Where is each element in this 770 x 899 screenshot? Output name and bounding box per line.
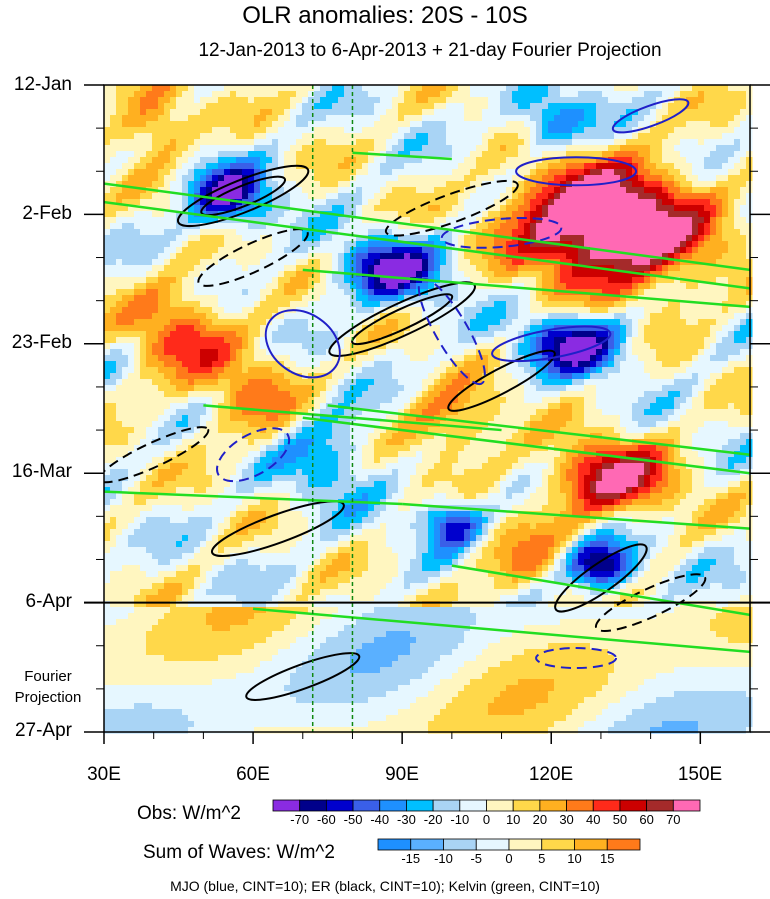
obs-legend-level: -30 (397, 812, 416, 827)
chart-subtitle: 12-Jan-2013 to 6-Apr-2013 + 21-day Fouri… (198, 40, 662, 61)
x-tick-label: 60E (236, 764, 270, 785)
obs-legend-swatch (406, 799, 434, 812)
waves-legend-swatch (377, 838, 412, 851)
waves-legend-level: -15 (401, 851, 421, 866)
er-contour (200, 175, 287, 217)
reference-lines (311, 85, 354, 732)
obs-legend-swatch (646, 799, 674, 812)
y-tick-label: 6-Apr (25, 591, 72, 612)
obs-legend-swatch (486, 799, 514, 812)
obs-legend-level: 50 (612, 812, 628, 827)
obs-legend-level: 0 (482, 812, 491, 827)
mjo-contour (264, 309, 341, 379)
obs-legend-swatch (592, 799, 621, 812)
waves-legend-swatch (443, 838, 477, 851)
waves-legend-swatch (475, 838, 510, 851)
obs-legend-level: -70 (290, 812, 310, 827)
er-contour (176, 164, 310, 228)
waves-legend-level: 15 (600, 851, 615, 866)
obs-legend-swatch (325, 799, 354, 812)
obs-legend-swatch (272, 799, 301, 812)
x-tick-label: 90E (385, 764, 419, 785)
er-contour (104, 426, 210, 484)
obs-legend-swatch (539, 799, 567, 812)
waves-legend-swatch (606, 838, 641, 851)
waves-legend-level: 5 (538, 851, 546, 866)
y-tick-label: 2-Feb (22, 203, 72, 224)
mjo-contour (440, 216, 563, 249)
mjo-contour (515, 156, 638, 187)
chart-title: OLR anomalies: 20S - 10S (242, 2, 528, 29)
forecast-label: Fourier Projection (14, 668, 82, 706)
contour-caption: MJO (blue, CINT=10); ER (black, CINT=10)… (170, 878, 600, 894)
obs-legend-level: 60 (639, 812, 654, 827)
er-contour (197, 228, 309, 287)
er-contour (351, 293, 454, 346)
y-tick-label: 27-Apr (14, 720, 72, 741)
plot-frame (84, 84, 770, 744)
waves-legend-level: 0 (505, 851, 513, 866)
obs-legend-swatch (619, 799, 648, 812)
obs-legend-level: -50 (343, 812, 363, 827)
mjo-contour (611, 98, 690, 134)
er-contour (554, 543, 648, 613)
obs-legend-level: 70 (666, 812, 681, 827)
obs-legend-swatch (512, 799, 541, 812)
kelvin-contour (451, 564, 750, 617)
er-contour (245, 652, 361, 701)
mjo-contour (216, 427, 291, 483)
er-contour (210, 500, 345, 557)
kelvin-contour (302, 268, 750, 309)
kelvin-contour (104, 182, 750, 272)
kelvin-contour (302, 416, 750, 475)
obs-legend-swatch (352, 799, 381, 812)
obs-legend-level: 40 (586, 812, 601, 827)
waves-legend-level: 10 (567, 851, 582, 866)
obs-legend-level: 10 (505, 812, 521, 827)
mjo-contour (535, 647, 618, 670)
obs-legend-swatch (459, 799, 487, 812)
y-tick-label: 16-Mar (11, 461, 72, 482)
kelvin-contour (104, 200, 750, 290)
plot-border (103, 84, 751, 733)
waves-legend-swatch (410, 838, 444, 851)
obs-legend-swatch (379, 799, 407, 812)
waves-legend-swatch (574, 838, 608, 851)
waves-legend-title: Sum of Waves: W/m^2 (143, 842, 335, 863)
kelvin-contour (352, 151, 452, 161)
x-tick-label: 150E (677, 764, 723, 785)
waves-legend-swatch (508, 838, 543, 851)
y-tick-label: 12-Jan (13, 74, 72, 95)
er-contour (384, 179, 519, 237)
legend-bars (272, 799, 701, 851)
kelvin-contour (252, 607, 750, 654)
waves-legend-level: -5 (470, 851, 483, 866)
mjo-contour (491, 325, 612, 363)
obs-legend-level: -60 (316, 812, 336, 827)
heatmap-cells (104, 85, 753, 734)
er-contour (328, 281, 476, 357)
y-tick-label: 23-Feb (11, 332, 72, 353)
obs-legend-level: -10 (450, 812, 470, 827)
kelvin-contour (402, 502, 750, 530)
waves-legend-swatch (541, 838, 575, 851)
obs-legend-level: 30 (559, 812, 574, 827)
x-tick-label: 120E (528, 764, 574, 785)
x-tick-label: 30E (87, 764, 121, 785)
obs-legend-swatch (432, 799, 461, 812)
waves-legend-level: -10 (434, 851, 453, 866)
obs-legend-level: 20 (532, 812, 548, 827)
obs-legend-level: -20 (423, 812, 443, 827)
obs-legend-title: Obs: W/m^2 (137, 803, 241, 824)
kelvin-contour (327, 404, 750, 456)
obs-legend-level: -40 (370, 812, 390, 827)
er-contour (594, 573, 707, 632)
obs-legend-swatch (299, 799, 327, 812)
obs-legend-swatch (566, 799, 594, 812)
er-contour (447, 349, 556, 412)
obs-legend-swatch (672, 799, 701, 812)
